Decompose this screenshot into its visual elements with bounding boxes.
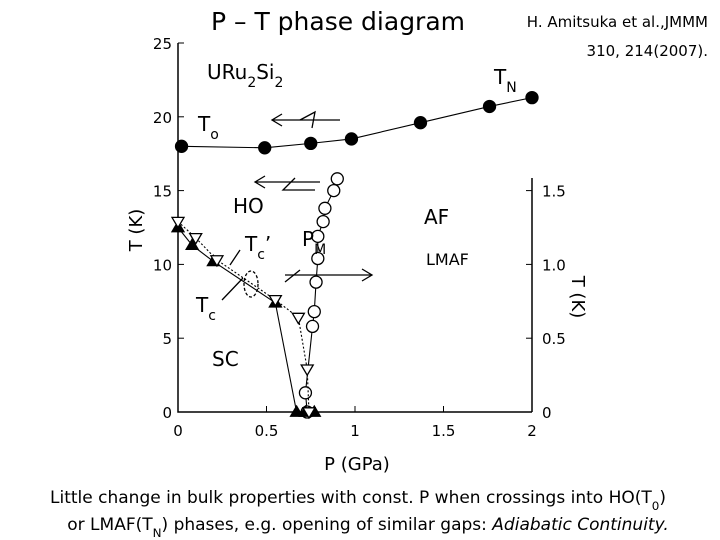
text-run: ) phases, e.g. opening of similar gaps: [162, 515, 493, 535]
y2-tick-label: 1.5 [542, 183, 566, 201]
text-run: 0 [652, 499, 660, 513]
annotation: To [197, 112, 219, 143]
text-run: ) [659, 488, 666, 508]
ellipse [243, 270, 259, 298]
data-point [482, 99, 497, 114]
data-point [344, 132, 359, 146]
data-point [307, 304, 321, 319]
annotation: URu2Si2 [207, 60, 283, 91]
text-run: URu [207, 60, 247, 84]
annotation: HO [233, 194, 264, 218]
text-run: T [195, 293, 209, 317]
data-point [318, 201, 332, 215]
arrow-break [284, 269, 301, 283]
text-run: 2 [247, 75, 256, 91]
data-point [413, 116, 428, 130]
chart-title: P – T phase diagram [211, 7, 465, 36]
y-tick-label: 0 [162, 404, 172, 422]
data-point [311, 251, 325, 266]
annotation: AF [424, 205, 449, 229]
citation: H. Amitsuka et al.,JMMM [527, 13, 708, 31]
y2-tick-label: 1.0 [542, 256, 566, 274]
text-run: N [506, 80, 516, 96]
text-run: c [208, 308, 216, 324]
y-axis-label: T (K) [126, 209, 147, 253]
y-tick-label: 10 [153, 256, 172, 274]
x-tick-label: 0.5 [255, 422, 279, 440]
arrow-break [281, 177, 315, 191]
arrow [285, 268, 374, 282]
data-point [298, 386, 313, 400]
data-point [188, 232, 203, 246]
annotation: Tc’ [244, 232, 271, 263]
data-point [305, 319, 320, 334]
data-point [301, 407, 317, 420]
data-point [309, 275, 323, 289]
text-run: T [197, 112, 211, 136]
caption-line: or LMAF(TN) phases, e.g. opening of simi… [67, 515, 668, 540]
annotation: LMAF [426, 250, 469, 269]
data-point [209, 255, 225, 268]
x-tick-label: 1.5 [432, 422, 456, 440]
text-run: or LMAF(T [67, 515, 153, 535]
data-point [289, 404, 304, 417]
text-run: 2 [275, 75, 284, 91]
annotation: TN [493, 65, 517, 96]
arrows [221, 110, 374, 301]
annotation: Tc [195, 293, 216, 324]
data-point [174, 139, 189, 153]
text-run: M [314, 242, 326, 258]
text-run: Si [256, 60, 274, 84]
data-point [185, 237, 200, 251]
data-point [258, 141, 272, 155]
text-run: HO [233, 194, 264, 218]
citation: 310, 214(2007). [587, 42, 708, 60]
data-point [304, 136, 318, 151]
data-point [291, 312, 306, 325]
y-tick-label: 15 [153, 183, 172, 201]
y2-tick-label: 0.5 [542, 330, 566, 348]
y-tick-label: 20 [153, 109, 172, 127]
text-run: o [210, 127, 219, 143]
text-run: Adiabatic Continuity. [491, 515, 668, 535]
x-tick-label: 0 [173, 422, 183, 440]
arrow-break [299, 110, 316, 129]
text-run: T [493, 65, 507, 89]
x-tick-label: 2 [527, 422, 537, 440]
data-point [311, 229, 325, 244]
data-point [327, 183, 341, 198]
text-run: SC [212, 347, 239, 371]
pointer [221, 249, 244, 301]
data-point [525, 90, 539, 105]
data-point [300, 364, 315, 377]
y-tick-label: 25 [153, 35, 172, 53]
text-run: N [153, 526, 162, 540]
text-run: AF [424, 205, 449, 229]
text-run: ’ [265, 232, 271, 256]
x-tick-label: 1 [350, 422, 360, 440]
text-run: T [244, 232, 258, 256]
data-point [268, 294, 283, 308]
caption-line: Little change in bulk properties with co… [50, 488, 666, 513]
arrow [253, 175, 320, 189]
annotation: SC [212, 347, 239, 371]
text-run: Little change in bulk properties with co… [50, 488, 652, 508]
text-run: LMAF [426, 250, 469, 269]
y2-axis-label: T (K) [567, 275, 588, 319]
text-run: c [257, 247, 265, 263]
arrow [270, 113, 340, 127]
data-point [170, 216, 186, 229]
data-point [316, 214, 330, 229]
x-axis-label: P (GPa) [324, 454, 390, 475]
y-tick-label: 5 [162, 330, 172, 348]
y2-tick-label: 0 [542, 404, 552, 422]
annotation: PM [302, 227, 326, 258]
text-run: P [302, 227, 314, 251]
data-point [330, 172, 344, 186]
